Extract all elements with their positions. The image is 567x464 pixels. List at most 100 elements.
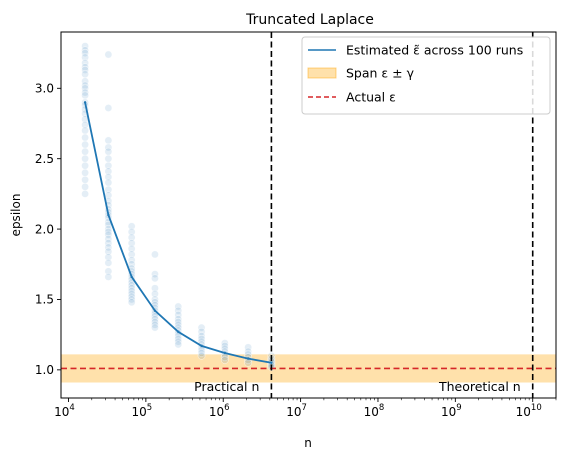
y-tick-label: 3.0 (35, 82, 54, 96)
scatter-point (81, 183, 89, 191)
scatter-point (81, 53, 89, 62)
scatter-point (104, 173, 113, 181)
scatter-point (81, 121, 89, 129)
scatter-point (104, 225, 113, 233)
scatter-point (221, 339, 229, 347)
scatter-point (81, 70, 89, 79)
scatter-point (81, 168, 89, 177)
legend-band-label: Span ε ± γ (346, 66, 415, 81)
scatter-point (174, 315, 183, 323)
x-tick-label: 105 (132, 403, 153, 419)
y-axis-label: epsilon (9, 194, 23, 237)
x-axis: 104 105 106 107 108 109 1010 (54, 398, 557, 419)
scatter-point (244, 359, 252, 367)
line-point (177, 330, 180, 334)
scatter-point (151, 290, 159, 298)
scatter-point (244, 347, 252, 356)
scatter-point (104, 253, 113, 262)
scatter-point (81, 66, 89, 74)
scatter-point (81, 190, 89, 198)
scatter-point (151, 318, 159, 326)
y-tick-label: 1.0 (35, 363, 54, 377)
x-tick-label: 108 (364, 403, 385, 419)
scatter-point (104, 235, 113, 243)
scatter-point (197, 351, 206, 360)
scatter-point (104, 50, 113, 59)
scatter-point (81, 91, 89, 100)
scatter-point (151, 270, 159, 278)
scatter-point (127, 233, 136, 242)
y-tick-label: 2.5 (35, 152, 54, 166)
chart-title: Truncated Laplace (245, 12, 374, 28)
scatter-point (127, 292, 136, 301)
scatter-point (127, 298, 136, 307)
scatter-point (104, 104, 113, 112)
scatter-point (127, 295, 136, 304)
scatter-point (127, 281, 136, 290)
scatter-point (127, 250, 136, 259)
line-point (246, 357, 250, 360)
y-tick-label: 1.5 (35, 293, 54, 307)
scatter-point (81, 133, 89, 142)
scatter-point (104, 154, 113, 163)
scatter-point (127, 244, 136, 253)
scatter-point (221, 342, 229, 350)
vline-label: Practical n (194, 379, 259, 394)
scatter-point (104, 178, 113, 187)
x-axis-label: n (304, 436, 312, 450)
scatter-point (151, 284, 159, 293)
scatter-point (151, 320, 159, 329)
scatter-point (104, 147, 113, 156)
legend-line-label: Estimated ε̃ across 100 runs (346, 43, 523, 58)
x-tick-label: 106 (209, 403, 230, 419)
x-tick-label: 109 (441, 403, 462, 419)
scatter-point (127, 239, 136, 247)
scatter-point (151, 323, 159, 332)
legend-box (301, 36, 551, 115)
scatter-point (197, 323, 206, 332)
scatter-point (197, 349, 206, 357)
scatter-point (104, 185, 113, 194)
line-point (83, 101, 87, 104)
scatter-point (104, 243, 113, 252)
x-tick-label: 104 (54, 403, 75, 419)
scatter-point (151, 298, 159, 307)
legend-band-swatch (307, 67, 337, 79)
x-tick-label: 1010 (516, 403, 542, 419)
scatter-point (174, 318, 183, 326)
scatter-point (104, 267, 113, 276)
scatter-point (127, 284, 136, 293)
scatter-point (81, 140, 89, 149)
y-axis: 1.0 1.5 2.0 2.5 3.0 (35, 82, 61, 377)
scatter-point (174, 306, 183, 315)
scatter-point (197, 332, 206, 340)
scatter-point (104, 161, 113, 170)
scatter-point (151, 312, 159, 321)
scatter-point (81, 147, 89, 156)
scatter-point (104, 247, 113, 256)
line-point (130, 275, 133, 279)
scatter-point (151, 274, 159, 283)
scatter-point (104, 143, 113, 152)
scatter-point (151, 315, 159, 323)
x-tick-label: 107 (286, 403, 307, 419)
scatter-point (174, 337, 183, 346)
scatter-point (174, 302, 183, 311)
plot-area (61, 32, 556, 398)
scatter-point (127, 222, 136, 231)
line-point (107, 213, 110, 217)
line-point (200, 344, 203, 348)
scatter-point (104, 230, 113, 239)
scatter-point (174, 335, 183, 343)
plot-frame (60, 31, 557, 399)
vline-label: Theoretical n (438, 379, 521, 394)
y-tick-label: 2.0 (35, 222, 54, 236)
line-point (153, 309, 157, 312)
legend: Estimated ε̃ across 100 runs Span ε ± γ … (301, 36, 551, 115)
scatter-point (174, 340, 183, 349)
scatter-point (81, 88, 89, 97)
scatter-point (81, 49, 89, 57)
scatter-point (81, 126, 89, 135)
scatter-point (104, 273, 113, 281)
line-point (223, 351, 227, 355)
